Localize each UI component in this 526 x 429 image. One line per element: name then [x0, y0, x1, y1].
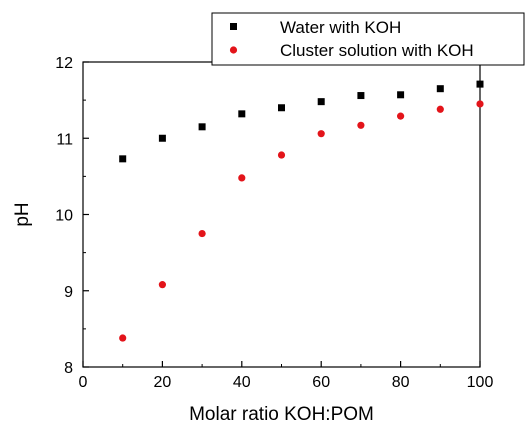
data-point-water — [436, 85, 444, 93]
series-1 — [119, 100, 484, 342]
legend-marker-cluster — [229, 46, 238, 54]
data-point-cluster — [158, 281, 166, 289]
legend-label-cluster: Cluster solution with KOH — [280, 41, 474, 60]
legend-box — [211, 12, 525, 66]
y-tick-label: 11 — [56, 131, 73, 148]
tick-labels: 0 20 40 60 80 100 8 9 10 11 12 — [55, 55, 493, 391]
x-axis-label: Molar ratio KOH:POM — [189, 404, 374, 425]
data-point-water — [158, 134, 166, 142]
legend: Water with KOH Cluster solution with KOH — [211, 12, 525, 66]
x-tick-label: 100 — [467, 374, 494, 391]
y-tick-label: 12 — [55, 55, 73, 72]
series-0 — [119, 80, 484, 163]
axis-ticks — [82, 61, 481, 368]
x-tick-label: 0 — [79, 374, 88, 391]
data-point-water — [238, 110, 246, 118]
data-point-cluster — [436, 105, 444, 113]
data-points — [119, 80, 484, 342]
y-tick-label: 9 — [64, 284, 73, 301]
data-point-cluster — [238, 174, 246, 182]
data-point-water — [198, 123, 206, 131]
data-point-water — [119, 155, 127, 163]
legend-marker-water — [230, 23, 237, 30]
data-point-water — [357, 92, 365, 100]
data-point-cluster — [476, 100, 484, 108]
data-point-water — [278, 104, 285, 112]
data-point-cluster — [397, 112, 405, 120]
data-point-cluster — [277, 151, 286, 159]
data-point-water — [397, 91, 405, 99]
data-point-water — [476, 80, 484, 88]
data-point-cluster — [119, 334, 127, 342]
data-point-cluster — [317, 130, 325, 138]
data-point-water — [317, 98, 325, 106]
x-tick-label: 60 — [312, 374, 330, 391]
y-tick-label: 10 — [55, 208, 73, 225]
y-axis-label: pH — [12, 202, 33, 226]
x-tick-label: 20 — [154, 374, 172, 391]
data-point-cluster — [357, 121, 365, 129]
y-tick-label: 8 — [64, 360, 73, 377]
x-tick-label: 40 — [233, 374, 251, 391]
x-tick-label: 80 — [392, 374, 410, 391]
legend-label-water: Water with KOH — [280, 18, 401, 37]
data-point-cluster — [198, 229, 206, 238]
